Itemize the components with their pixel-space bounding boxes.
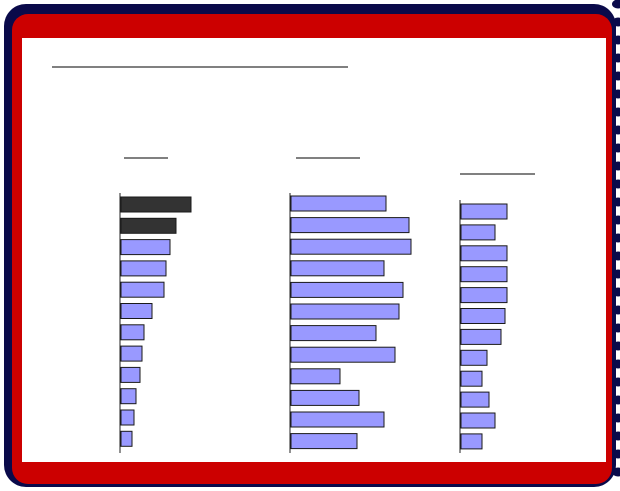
binding-dot (612, 35, 620, 45)
binding-dot (612, 431, 620, 441)
bar-2-3 (290, 238, 412, 255)
bar-3-8 (460, 349, 488, 366)
binding-dot (612, 395, 620, 405)
bar-3-5 (460, 287, 508, 304)
binding-dot (612, 305, 620, 315)
binding-dot (612, 341, 620, 351)
binding-dot (612, 17, 620, 27)
bar-2-9 (290, 368, 341, 385)
bar-2-11 (290, 411, 385, 428)
bar-2-5 (290, 281, 404, 298)
bar-1-3 (120, 239, 171, 256)
bar-3-1 (460, 203, 508, 220)
bar-1-8 (120, 345, 143, 362)
binding-dot (612, 197, 620, 207)
binding-dot (612, 143, 620, 153)
binding-dot (612, 53, 620, 63)
bar-1-7 (120, 324, 145, 341)
bar-1-2 (120, 217, 177, 234)
binding-dot (612, 71, 620, 81)
binding-dot (612, 449, 620, 459)
bar-3-6 (460, 308, 506, 324)
bar-1-10 (120, 388, 137, 405)
bar-1-5 (120, 281, 165, 298)
bar-3-3 (460, 245, 508, 262)
bar-1-6 (120, 303, 153, 319)
bar-2-2 (290, 217, 410, 234)
bar-2-7 (290, 325, 377, 342)
panel-1-bars (120, 196, 192, 447)
bar-2-12 (290, 433, 358, 450)
bar-3-12 (460, 433, 483, 450)
bar-3-4 (460, 266, 508, 283)
binding-dot (612, 467, 620, 477)
panel-2-bars (290, 195, 412, 450)
binding-dot (612, 125, 620, 135)
panel-3-bars (460, 203, 508, 450)
binding-dot (612, 287, 620, 297)
binding-dot (612, 179, 620, 189)
bar-1-11 (120, 409, 135, 426)
bar-1-9 (120, 366, 141, 383)
binding-dot (612, 161, 620, 171)
bar-3-2 (460, 224, 496, 241)
binding-dot (612, 215, 620, 225)
binding-dot (612, 413, 620, 423)
bar-3-10 (460, 391, 490, 408)
binding-dot (612, 269, 620, 279)
bar-1-4 (120, 260, 167, 277)
binding-dot (612, 323, 620, 333)
bar-3-11 (460, 412, 496, 429)
bar-2-10 (290, 389, 360, 406)
bar-3-9 (460, 370, 483, 387)
bar-1-1 (120, 196, 192, 213)
binding-dot (612, 89, 620, 99)
bar-2-6 (290, 303, 400, 320)
binding-dot (612, 359, 620, 369)
bar-2-8 (290, 346, 396, 363)
bar-1-12 (120, 430, 133, 447)
binding-dot (612, 233, 620, 243)
binding-dot (612, 0, 620, 9)
bar-2-4 (290, 260, 385, 277)
bar-2-1 (290, 195, 387, 212)
binding-dot (612, 377, 620, 387)
binding-dot (612, 107, 620, 117)
spiral-binding (612, 0, 620, 477)
bar-3-7 (460, 328, 502, 345)
binding-dot (612, 251, 620, 261)
